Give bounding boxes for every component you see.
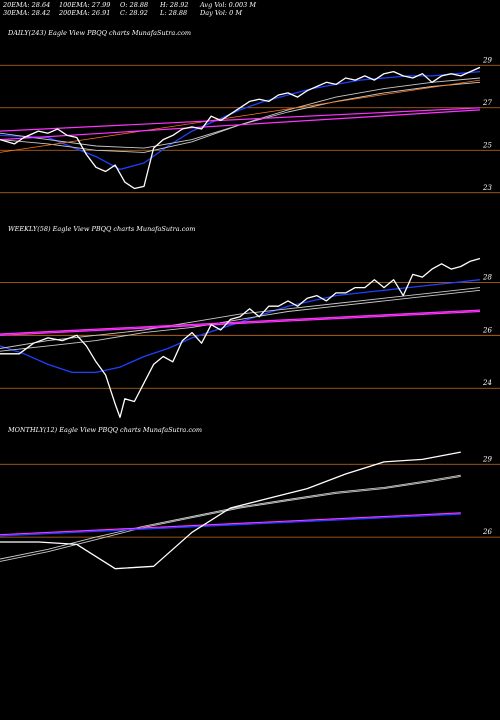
ema-long-series-line-3 xyxy=(0,289,481,352)
y-tick-label-2: 28 xyxy=(482,273,492,281)
y-tick-label-2: 27 xyxy=(482,99,492,107)
price-series-line-0 xyxy=(0,451,461,570)
ema-long-series-line-2 xyxy=(0,474,461,560)
ema-short-series-line-1 xyxy=(0,279,481,374)
thin-orange-series-line-4 xyxy=(0,79,481,153)
trend-series-line-5 xyxy=(0,109,481,141)
open-readout: O: 28.88 xyxy=(120,1,149,9)
trend-series-line-5 xyxy=(0,309,481,335)
weekly-chart: 24 26 28 xyxy=(0,257,500,419)
y-tick-label-1: 25 xyxy=(482,141,492,149)
trend-series-line-6 xyxy=(0,107,481,132)
ema-short-series-line-4 xyxy=(0,513,461,537)
indicator-header: 20EMA: 28.64 100EMA: 27.99 O: 28.88 H: 2… xyxy=(3,1,500,18)
y-tick-label-0: 24 xyxy=(482,379,492,387)
price-series-line-0 xyxy=(0,257,481,419)
avg-vol-readout: Avg Vol: 0.003 M xyxy=(200,1,257,9)
daily-chart: 23 25 27 29 xyxy=(0,56,500,194)
ema-long-series-line-2 xyxy=(0,287,481,349)
ema30-readout: 30EMA: 28.42 xyxy=(3,9,51,17)
y-tick-label-1: 26 xyxy=(482,326,492,334)
weekly-chart-title: WEEKLY(58) Eagle View PBQQ charts Munafa… xyxy=(8,225,196,233)
ema-short-series-line-1 xyxy=(0,70,481,171)
daily-chart-title: DAILY(243) Eagle View PBQQ charts Munafa… xyxy=(8,29,192,37)
ema20-readout: 20EMA: 28.64 xyxy=(3,1,51,9)
y-tick-label-0: 23 xyxy=(482,184,492,192)
y-tick-label-3: 29 xyxy=(482,56,492,64)
monthly-chart-title: MONTHLY(12) Eagle View PBQQ charts Munaf… xyxy=(8,426,203,434)
ema-long-series-line-1 xyxy=(0,475,461,562)
close-readout: C: 28.92 xyxy=(120,9,148,17)
monthly-chart: 26 29 xyxy=(0,451,500,570)
trend-series-line-4 xyxy=(0,310,481,336)
price-series-line-0 xyxy=(0,66,481,190)
ema-long-series-line-3 xyxy=(0,81,481,149)
high-readout: H: 28.92 xyxy=(160,1,189,9)
low-readout: L: 28.88 xyxy=(160,9,188,17)
y-tick-label-1: 29 xyxy=(482,455,492,463)
ema200-readout: 200EMA: 26.91 xyxy=(59,9,111,17)
trend-series-line-3 xyxy=(0,512,461,536)
ema100-readout: 100EMA: 27.99 xyxy=(59,1,111,9)
y-tick-label-0: 26 xyxy=(482,528,492,536)
day-vol-readout: Day Vol: 0 M xyxy=(200,9,243,17)
